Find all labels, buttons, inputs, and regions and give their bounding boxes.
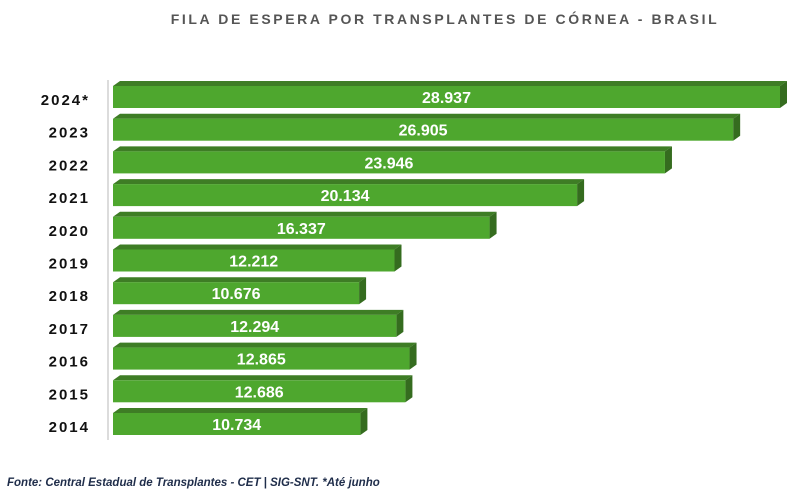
bar-2017: 12.294 2017 [49, 309, 404, 338]
y-tick-label: 2015 [49, 386, 90, 403]
bar-side-face [396, 309, 404, 337]
bar-side-face [394, 244, 402, 272]
bar-front-face [113, 118, 734, 141]
y-tick-label: 2014 [49, 419, 90, 436]
bar-2022: 23.946 2022 [49, 146, 672, 174]
bar-top-face [113, 277, 367, 283]
bar-side-face [577, 179, 585, 207]
data-label: 20.134 [321, 188, 370, 205]
y-tick-label: 2020 [49, 223, 90, 240]
y-tick-label: 2023 [49, 125, 90, 142]
bar-side-face [359, 277, 367, 305]
data-label: 12.294 [230, 319, 279, 336]
data-label: 12.212 [229, 254, 278, 271]
bar-2015: 12.686 2015 [49, 375, 413, 403]
bar-side-face [733, 113, 741, 141]
bar-top-face [113, 342, 417, 348]
bar-side-face [405, 375, 413, 403]
data-label: 12.865 [237, 352, 286, 369]
chart-title: FILA DE ESPERA POR TRANSPLANTES DE CÓRNE… [170, 11, 720, 27]
bar-side-face [664, 146, 672, 174]
y-tick-label: 2018 [49, 288, 90, 305]
data-label: 10.734 [212, 417, 261, 434]
bar-top-face [113, 81, 787, 86]
bar-top-face [113, 146, 672, 152]
data-label: 28.937 [422, 90, 471, 107]
bar-2024: 28.937 2024* [41, 81, 787, 109]
bar-2019: 12.212 2019 [49, 244, 402, 273]
bar-front-face [113, 151, 665, 174]
bar-side-face [409, 342, 417, 370]
bar-front-face [113, 249, 395, 272]
bar-2014: 10.734 2014 [49, 408, 368, 436]
bar-front-face [113, 86, 780, 108]
data-label: 26.905 [399, 123, 448, 140]
bar-2018: 10.676 2018 [49, 277, 367, 305]
bar-top-face [113, 408, 368, 413]
bar-front-face [113, 216, 490, 239]
data-label: 16.337 [277, 221, 326, 238]
bar-front-face [113, 314, 397, 337]
bar-side-face [489, 211, 497, 239]
y-tick-label: 2016 [49, 354, 90, 371]
y-tick-label: 2022 [49, 157, 90, 174]
bar-front-face [113, 184, 578, 207]
bar-2016: 12.865 2016 [49, 342, 417, 371]
bar-2020: 16.337 2020 [49, 211, 497, 240]
bar-top-face [113, 375, 413, 381]
source-note: Fonte: Central Estadual de Transplantes … [7, 477, 380, 489]
bar-top-face [113, 309, 404, 315]
data-label: 10.676 [212, 286, 261, 303]
bar-top-face [113, 244, 402, 250]
bar-2023: 26.905 2023 [49, 113, 741, 142]
bar-2021: 20.134 2021 [49, 179, 585, 207]
bar-front-face [113, 282, 360, 305]
bars-group: 28.937 2024* 26.905 2023 23.946 2022 20.134 202… [41, 81, 787, 436]
bar-front-face [113, 347, 410, 370]
bar-top-face [113, 179, 585, 185]
bar-top-face [113, 211, 497, 217]
data-label: 23.946 [365, 155, 414, 172]
y-tick-label: 2017 [49, 321, 90, 338]
y-tick-label: 2024* [41, 92, 90, 109]
bar-side-face [780, 81, 787, 108]
y-tick-label: 2021 [49, 190, 90, 207]
bar-top-face [113, 113, 741, 119]
y-tick-label: 2019 [49, 256, 90, 273]
bar-side-face [360, 408, 368, 435]
bar-front-face [113, 413, 361, 435]
bar-front-face [113, 380, 406, 403]
data-label: 12.686 [235, 384, 284, 401]
